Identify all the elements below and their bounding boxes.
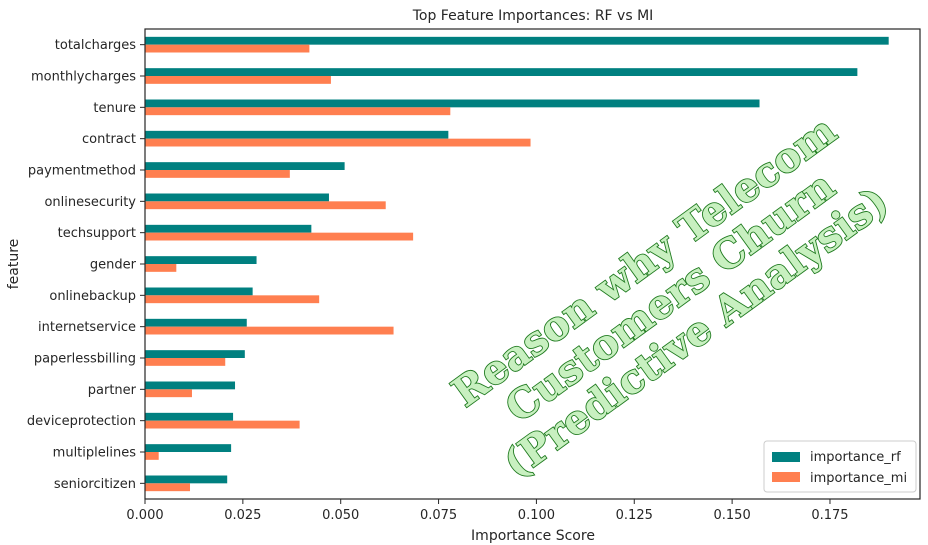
- bar-mi-deviceprotection: [145, 420, 300, 429]
- bar-mi-paymentmethod: [145, 170, 290, 178]
- bar-rf-contract: [145, 130, 449, 139]
- y-tick-label: partner: [88, 383, 137, 398]
- y-tick-label: paymentmethod: [28, 164, 136, 179]
- y-tick-label: internetservice: [38, 320, 136, 335]
- y-tick-label: paperlessbilling: [34, 352, 136, 367]
- bar-mi-partner: [145, 389, 192, 398]
- bar-mi-monthlycharges: [145, 76, 331, 84]
- bar-mi-onlinebackup: [145, 295, 320, 304]
- x-tick-label: 0.100: [518, 508, 555, 523]
- y-tick-label: onlinebackup: [49, 289, 136, 304]
- y-tick-label: seniorcitizen: [54, 477, 136, 492]
- y-axis-ticks: totalcharges monthlycharges tenure contract…: [27, 38, 145, 492]
- x-tick-label: 0.050: [322, 508, 359, 523]
- y-tick-label: gender: [90, 258, 137, 273]
- bar-rf-totalcharges: [145, 36, 889, 45]
- bar-rf-deviceprotection: [145, 412, 234, 421]
- y-tick-label: monthlycharges: [31, 70, 136, 85]
- bar-rf-techsupport: [145, 224, 312, 233]
- bar-rf-internetservice: [145, 318, 247, 327]
- y-tick-label: tenure: [93, 101, 136, 116]
- bar-rf-partner: [145, 381, 236, 390]
- bar-mi-totalcharges: [145, 44, 310, 53]
- x-axis-title: Importance Score: [471, 528, 595, 544]
- x-tick-label: 0.025: [224, 508, 261, 523]
- y-tick-label: contract: [82, 132, 136, 147]
- bar-rf-monthlycharges: [145, 68, 858, 76]
- legend-swatch-mi: [772, 472, 800, 482]
- bar-mi-tenure: [145, 107, 451, 116]
- bar-mi-seniorcitizen: [145, 483, 191, 492]
- y-tick-label: deviceprotection: [27, 414, 136, 429]
- x-tick-label: 0.000: [126, 508, 163, 523]
- bars-group: [145, 36, 889, 492]
- bar-mi-gender: [145, 264, 177, 272]
- watermark-line-2: Customers Churn: [497, 162, 843, 432]
- bar-mi-multiplelines: [145, 452, 159, 460]
- y-tick-label: techsupport: [58, 226, 136, 241]
- legend-label-mi: importance_mi: [810, 471, 907, 486]
- plot-frame: [144, 28, 921, 500]
- bar-rf-tenure: [145, 99, 760, 108]
- x-tick-label: 0.125: [616, 508, 653, 523]
- x-tick-label: 0.175: [811, 508, 848, 523]
- bar-mi-paperlessbilling: [145, 358, 226, 366]
- y-axis-title: feature: [6, 239, 22, 290]
- watermark-text: Reason why Telecom Customers Churn (Pred…: [443, 106, 898, 489]
- legend: importance_rf importance_mi: [763, 440, 917, 493]
- bar-rf-paperlessbilling: [145, 350, 245, 358]
- x-tick-label: 0.150: [714, 508, 751, 523]
- bar-rf-multiplelines: [145, 444, 232, 452]
- legend-box: [763, 440, 917, 493]
- y-tick-label: multiplelines: [53, 446, 137, 461]
- x-axis-ticks: 0.000 0.025 0.050 0.075 0.100 0.125 0.150 0.175: [126, 499, 849, 523]
- legend-swatch-rf: [772, 452, 800, 462]
- bar-mi-internetservice: [145, 326, 394, 335]
- bar-rf-seniorcitizen: [145, 475, 228, 484]
- bar-mi-onlinesecurity: [145, 201, 386, 210]
- bar-rf-gender: [145, 256, 257, 264]
- bar-mi-contract: [145, 138, 531, 147]
- chart-title: Top Feature Importances: RF vs MI: [412, 8, 654, 24]
- bar-mi-techsupport: [145, 232, 414, 241]
- y-tick-label: totalcharges: [55, 38, 136, 53]
- legend-label-rf: importance_rf: [810, 450, 901, 465]
- bar-rf-paymentmethod: [145, 162, 345, 170]
- bar-rf-onlinesecurity: [145, 193, 329, 202]
- bar-rf-onlinebackup: [145, 287, 253, 296]
- x-tick-label: 0.075: [420, 508, 457, 523]
- y-tick-label: onlinesecurity: [44, 195, 136, 210]
